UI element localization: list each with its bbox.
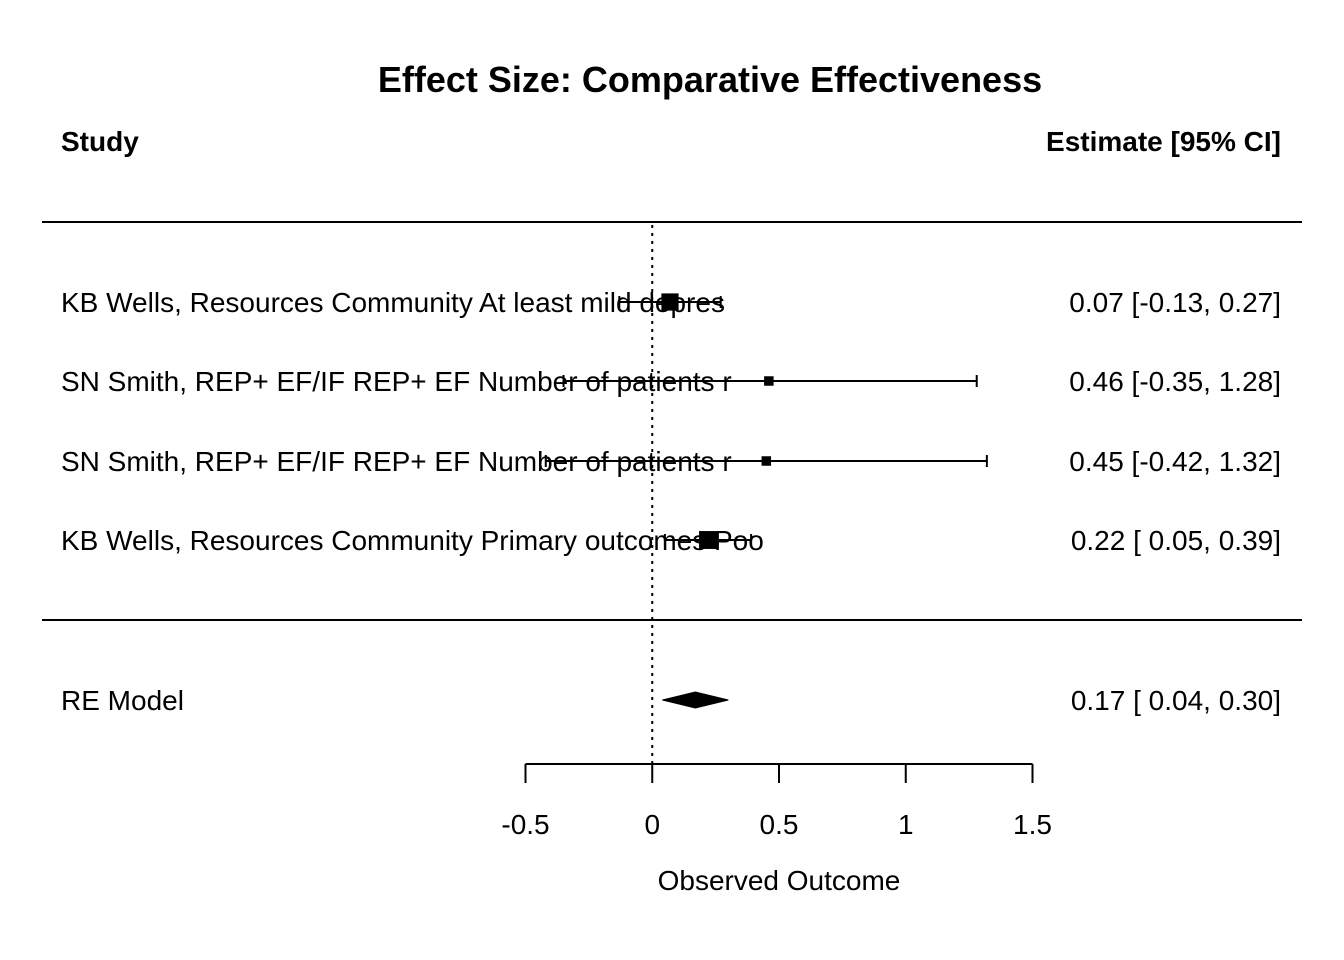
point-estimate-square [764, 376, 774, 386]
study-column-header: Study [61, 126, 139, 157]
study-estimate-text: 0.22 [ 0.05, 0.39] [1071, 525, 1281, 556]
point-estimate-square [761, 456, 772, 466]
estimate-column-header: Estimate [95% CI] [1046, 126, 1281, 157]
summary-estimate-text: 0.17 [ 0.04, 0.30] [1071, 685, 1281, 716]
study-row: SN Smith, REP+ EF/IF REP+ EF Number of p… [61, 446, 1281, 477]
study-estimate-text: 0.07 [-0.13, 0.27] [1069, 287, 1281, 318]
study-estimate-text: 0.46 [-0.35, 1.28] [1069, 366, 1281, 397]
study-estimate-text: 0.45 [-0.42, 1.32] [1069, 446, 1281, 477]
x-axis-label: Observed Outcome [658, 865, 901, 896]
chart-title: Effect Size: Comparative Effectiveness [378, 59, 1042, 100]
study-row: KB Wells, Resources Community At least m… [61, 287, 1281, 318]
x-axis: -0.5 0 0.5 1 1.5 [501, 763, 1052, 840]
study-rows-layer: KB Wells, Resources Community At least m… [61, 287, 1281, 556]
summary-label: RE Model [61, 685, 184, 716]
x-tick-label: 1 [898, 809, 914, 840]
study-row: KB Wells, Resources Community Primary ou… [61, 525, 1281, 556]
x-tick-label: 0 [644, 809, 660, 840]
x-tick-label: 1.5 [1013, 809, 1052, 840]
summary-layer: RE Model 0.17 [ 0.04, 0.30] [61, 685, 1281, 716]
study-label: KB Wells, Resources Community At least m… [61, 287, 725, 318]
summary-diamond [662, 691, 729, 709]
x-tick-label: -0.5 [501, 809, 549, 840]
x-tick-label: 0.5 [760, 809, 799, 840]
point-estimate-square [661, 293, 679, 311]
study-label: KB Wells, Resources Community Primary ou… [61, 525, 764, 556]
study-row: SN Smith, REP+ EF/IF REP+ EF Number of p… [61, 366, 1281, 397]
point-estimate-square [699, 531, 717, 549]
